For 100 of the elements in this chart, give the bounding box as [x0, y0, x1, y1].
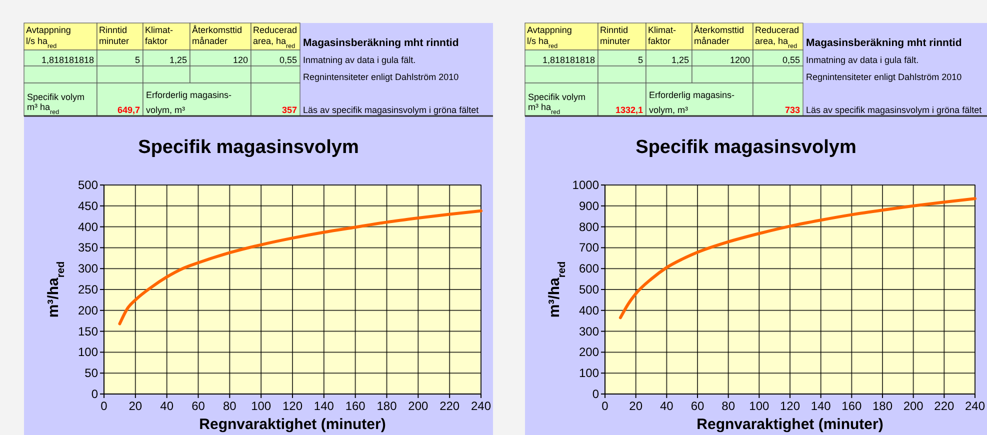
text: m³ ha$_{red}$ — [528, 102, 561, 116]
x-tick-label: 140 — [810, 399, 832, 413]
text: l/s ha$_{red}$ — [527, 36, 558, 50]
text: 1,818181818 — [41, 55, 94, 65]
text: 1200 — [730, 55, 750, 65]
x-tick-label: 100 — [251, 399, 272, 413]
text: Regnintensiteter enligt Dahlström 2010 — [303, 72, 459, 82]
x-tick-label: 20 — [128, 399, 142, 413]
y-tick-label: 900 — [578, 198, 600, 213]
x-tick-label: 160 — [842, 399, 862, 413]
x-tick-label: 60 — [192, 399, 206, 413]
y-tick-label: 500 — [78, 178, 98, 192]
text: Erforderlig magasins- — [649, 90, 735, 100]
text: Inmatning av data i gula fält. — [806, 55, 919, 65]
text: faktor — [145, 36, 168, 46]
text: area, ha$_{red}$ — [755, 36, 798, 50]
text: 120 — [232, 55, 248, 65]
text: 5 — [134, 55, 140, 65]
text: Reducerad — [755, 25, 800, 35]
y-tick-label: 100 — [78, 345, 98, 360]
text: Inmatning av data i gula fält. — [303, 55, 416, 65]
text: volym, m³ — [649, 105, 688, 115]
text: Läs av specifik magasinsvolym i gröna fältet — [806, 105, 982, 115]
line-series — [618, 197, 976, 320]
y-tick-label: 500 — [578, 282, 600, 296]
y-tick-label: 300 — [578, 324, 600, 338]
y-tick-label: 150 — [78, 324, 98, 338]
x-tick-label: 80 — [722, 399, 736, 413]
text: Återkomsttid — [192, 25, 242, 35]
text: minuter — [600, 36, 630, 46]
x-tick-label: 40 — [160, 399, 174, 413]
y-tick-label: 600 — [578, 262, 600, 276]
text: Återkomsttid — [694, 25, 744, 35]
text: minuter — [99, 36, 130, 46]
x-tick-label: 0 — [602, 399, 609, 413]
y-tick-label: 1000 — [572, 178, 600, 192]
x-tick-label: 240 — [470, 399, 492, 413]
text: månader — [192, 36, 228, 46]
text: 0,55 — [279, 55, 297, 65]
x-tick-label: 0 — [100, 399, 108, 413]
y-tick-label: 200 — [78, 303, 98, 318]
text: 5 — [638, 55, 643, 65]
x-tick-label: 200 — [408, 399, 428, 413]
y-tick-label: 700 — [578, 240, 600, 255]
text: 1,818181818 — [542, 55, 595, 65]
text: Avtappning — [527, 25, 572, 35]
x-tick-label: 20 — [629, 399, 643, 413]
x-axis-title: Regnvaraktighet (minuter) — [199, 416, 386, 433]
x-tick-label: 220 — [440, 399, 460, 413]
x-tick-label: 180 — [376, 399, 398, 413]
text: Specifik volym — [528, 92, 586, 102]
y-tick-label: 50 — [84, 366, 98, 380]
y-tick-label: 0 — [91, 387, 98, 401]
text: Rinntid — [600, 25, 628, 35]
y-tick-label: 800 — [578, 220, 600, 234]
text: 0,55 — [782, 55, 800, 65]
x-tick-label: 100 — [749, 399, 770, 413]
text: Regnintensiteter enligt Dahlström 2010 — [806, 72, 962, 82]
x-tick-label: 180 — [872, 399, 893, 413]
x-tick-label: 140 — [314, 399, 334, 413]
chart-title: Specifik magasinsvolym — [636, 137, 856, 158]
text: Erforderlig magasins- — [146, 90, 232, 100]
text: 1332,1 — [615, 105, 643, 115]
y-tick-label: 0 — [592, 387, 600, 401]
x-tick-label: 240 — [964, 399, 986, 413]
x-tick-label: 160 — [345, 399, 366, 413]
y-tick-label: 400 — [578, 303, 600, 318]
text: l/s ha$_{red}$ — [26, 36, 58, 50]
text: area, ha$_{red}$ — [253, 36, 296, 50]
text: Klimat- — [648, 25, 676, 35]
text: Läs av specifik magasinsvolym i gröna fältet — [303, 105, 480, 115]
text: Magasinsberäkning mht rinntid — [806, 37, 962, 49]
y-tick-label: 250 — [78, 282, 98, 296]
text: 649,7 — [117, 105, 140, 115]
text: 733 — [784, 105, 800, 115]
x-axis-title: Regnvaraktighet (minuter) — [696, 416, 884, 433]
y-tick-label: 450 — [78, 198, 98, 213]
text: Magasinsberäkning mht rinntid — [303, 37, 459, 49]
x-tick-label: 120 — [282, 399, 303, 413]
text: Specifik volym — [27, 92, 85, 102]
text: Rinntid — [99, 25, 128, 35]
text: faktor — [648, 36, 671, 46]
y-tick-label: 100 — [578, 366, 600, 380]
text: 1,25 — [671, 55, 689, 65]
x-tick-label: 40 — [660, 399, 674, 413]
line-series — [118, 209, 482, 326]
y-tick-label: 300 — [78, 262, 98, 276]
x-tick-label: 60 — [690, 399, 704, 413]
text: Avtappning — [26, 25, 71, 35]
text: Klimat- — [145, 25, 174, 35]
y-tick-label: 400 — [78, 220, 98, 234]
y-tick-label: 350 — [78, 240, 98, 255]
x-tick-label: 80 — [222, 399, 237, 413]
text: 1,25 — [169, 55, 187, 65]
x-tick-label: 200 — [903, 399, 924, 413]
text: Reducerad — [253, 25, 298, 35]
text: m³ ha$_{red}$ — [27, 102, 60, 116]
text: 357 — [282, 105, 297, 115]
y-tick-label: 200 — [578, 345, 600, 360]
chart-title: Specifik magasinsvolym — [138, 137, 359, 158]
